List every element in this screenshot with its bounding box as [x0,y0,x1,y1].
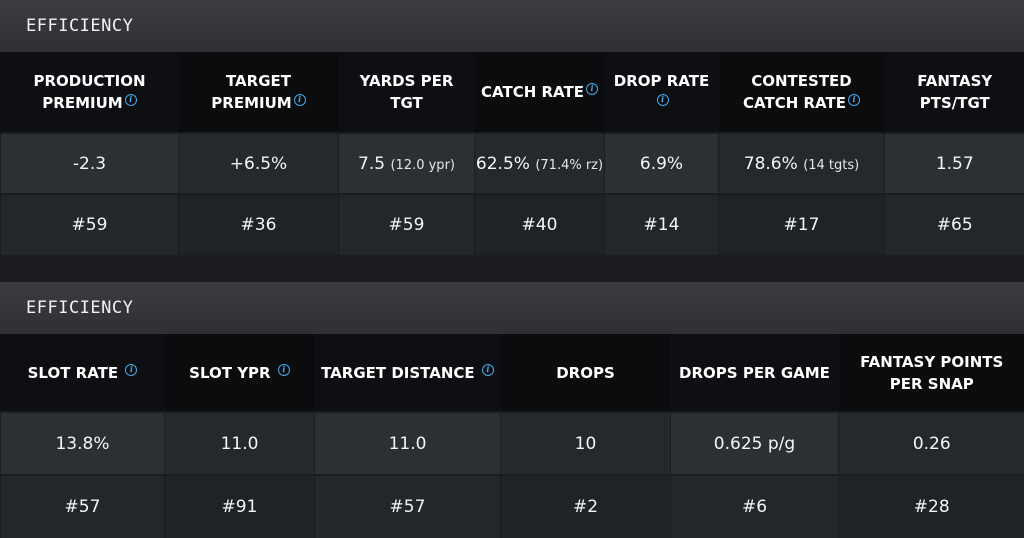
col-header-slot-rate: SLOT RATE i [0,334,165,412]
col-header-label: CONTESTED CATCH RATE [743,72,852,112]
value-cell: 13.8% [0,411,165,475]
rank-row: #57 #91 #57 #2 #6 #28 [0,474,1024,538]
section-title: EFFICIENCY [26,16,134,36]
rank-cell: #59 [338,193,475,255]
col-header-label: DROPS [556,363,615,382]
value-cell: 78.6% (14 tgts) [718,132,885,194]
value-cell: 10 [500,411,671,475]
col-header-drops-per-game: DROPS PER GAME [670,334,839,412]
col-header-production-premium: PRODUCTION PREMIUM i [0,52,179,133]
value-cell: 11.0 [314,411,501,475]
rank-cell: #17 [718,193,885,255]
info-icon[interactable]: i [125,363,138,376]
section-header: EFFICIENCY [0,0,1024,52]
efficiency-panel-2: EFFICIENCY SLOT RATE i SLOT YPR i TARGET… [0,282,1024,538]
value-cell: 11.0 [164,411,315,475]
rank-cell: #57 [314,474,501,538]
rank-cell: #14 [604,193,719,255]
value-cell: 62.5% (71.4% rz) [474,132,605,194]
col-header-slot-ypr: SLOT YPR i [164,334,315,412]
value-cell: +6.5% [178,132,339,194]
rank-cell: #57 [0,474,165,538]
efficiency-panel-1: EFFICIENCY PRODUCTION PREMIUM i TARGET PR… [0,0,1024,256]
col-header-target-premium: TARGET PREMIUM i [178,52,339,133]
rank-cell: #6 [670,474,839,538]
info-icon[interactable]: i [481,363,494,376]
col-header-label: YARDS PER TGT [359,72,454,112]
value-sub: (12.0 ypr) [390,157,455,173]
col-header-fantasy-pts-tgt: FANTASY PTS/TGT [884,52,1024,133]
value-sub: (71.4% rz) [535,157,604,173]
info-icon[interactable]: i [277,363,290,376]
info-icon[interactable]: i [847,94,860,106]
info-icon[interactable]: i [124,94,137,106]
value-sub: (14 tgts) [803,157,860,173]
stats-table: PRODUCTION PREMIUM i TARGET PREMIUM i YARD… [0,52,1024,255]
col-header-label: TARGET PREMIUM [211,72,292,112]
rank-cell: #91 [164,474,315,538]
col-header-label: SLOT YPR [189,363,271,382]
col-header-target-distance: TARGET DISTANCE i [314,334,501,412]
value-cell: 0.26 [838,411,1024,475]
col-header-contested-catch-rate: CONTESTED CATCH RATE i [718,52,885,133]
stats-table: SLOT RATE i SLOT YPR i TARGET DISTANCE i… [0,334,1024,538]
value-row: -2.3 +6.5% 7.5 (12.0 ypr) 62.5% (71.4% r… [0,132,1024,194]
value-cell: 7.5 (12.0 ypr) [338,132,475,194]
col-header-catch-rate: CATCH RATE i [474,52,605,133]
col-header-label: PRODUCTION PREMIUM [33,72,146,112]
col-header-drops: DROPS [500,334,671,412]
rank-cell: #36 [178,193,339,255]
rank-cell: #2 [500,474,671,538]
rank-row: #59 #36 #59 #40 #14 #17 #65 [0,193,1024,255]
value-cell: 1.57 [884,132,1024,194]
value-cell: 0.625 p/g [670,411,839,475]
rank-cell: #40 [474,193,605,255]
info-icon[interactable]: i [293,94,306,106]
info-icon[interactable]: i [656,94,669,106]
value-cell: 6.9% [604,132,719,194]
col-header-label: CATCH RATE [481,83,584,101]
col-header-label: FANTASY POINTS PER SNAP [860,352,1004,393]
col-header-drop-rate: DROP RATE i [604,52,719,133]
header-row: SLOT RATE i SLOT YPR i TARGET DISTANCE i… [0,334,1024,412]
col-header-fantasy-points-per-snap: FANTASY POINTS PER SNAP [838,334,1024,412]
rank-cell: #65 [884,193,1024,255]
header-row: PRODUCTION PREMIUM i TARGET PREMIUM i YARD… [0,52,1024,133]
col-header-yards-per-tgt: YARDS PER TGT [338,52,475,133]
col-header-label: DROPS PER GAME [679,363,830,382]
value-cell: -2.3 [0,132,179,194]
col-header-label: SLOT RATE [27,363,119,382]
col-header-label: FANTASY PTS/TGT [917,72,993,112]
rank-cell: #59 [0,193,179,255]
col-header-label: TARGET DISTANCE [321,363,475,382]
section-title: EFFICIENCY [26,298,134,318]
value-row: 13.8% 11.0 11.0 10 0.625 p/g 0.26 [0,411,1024,475]
info-icon[interactable]: i [585,83,598,95]
section-header: EFFICIENCY [0,282,1024,334]
col-header-label: DROP RATE [613,72,710,90]
rank-cell: #28 [838,474,1024,538]
